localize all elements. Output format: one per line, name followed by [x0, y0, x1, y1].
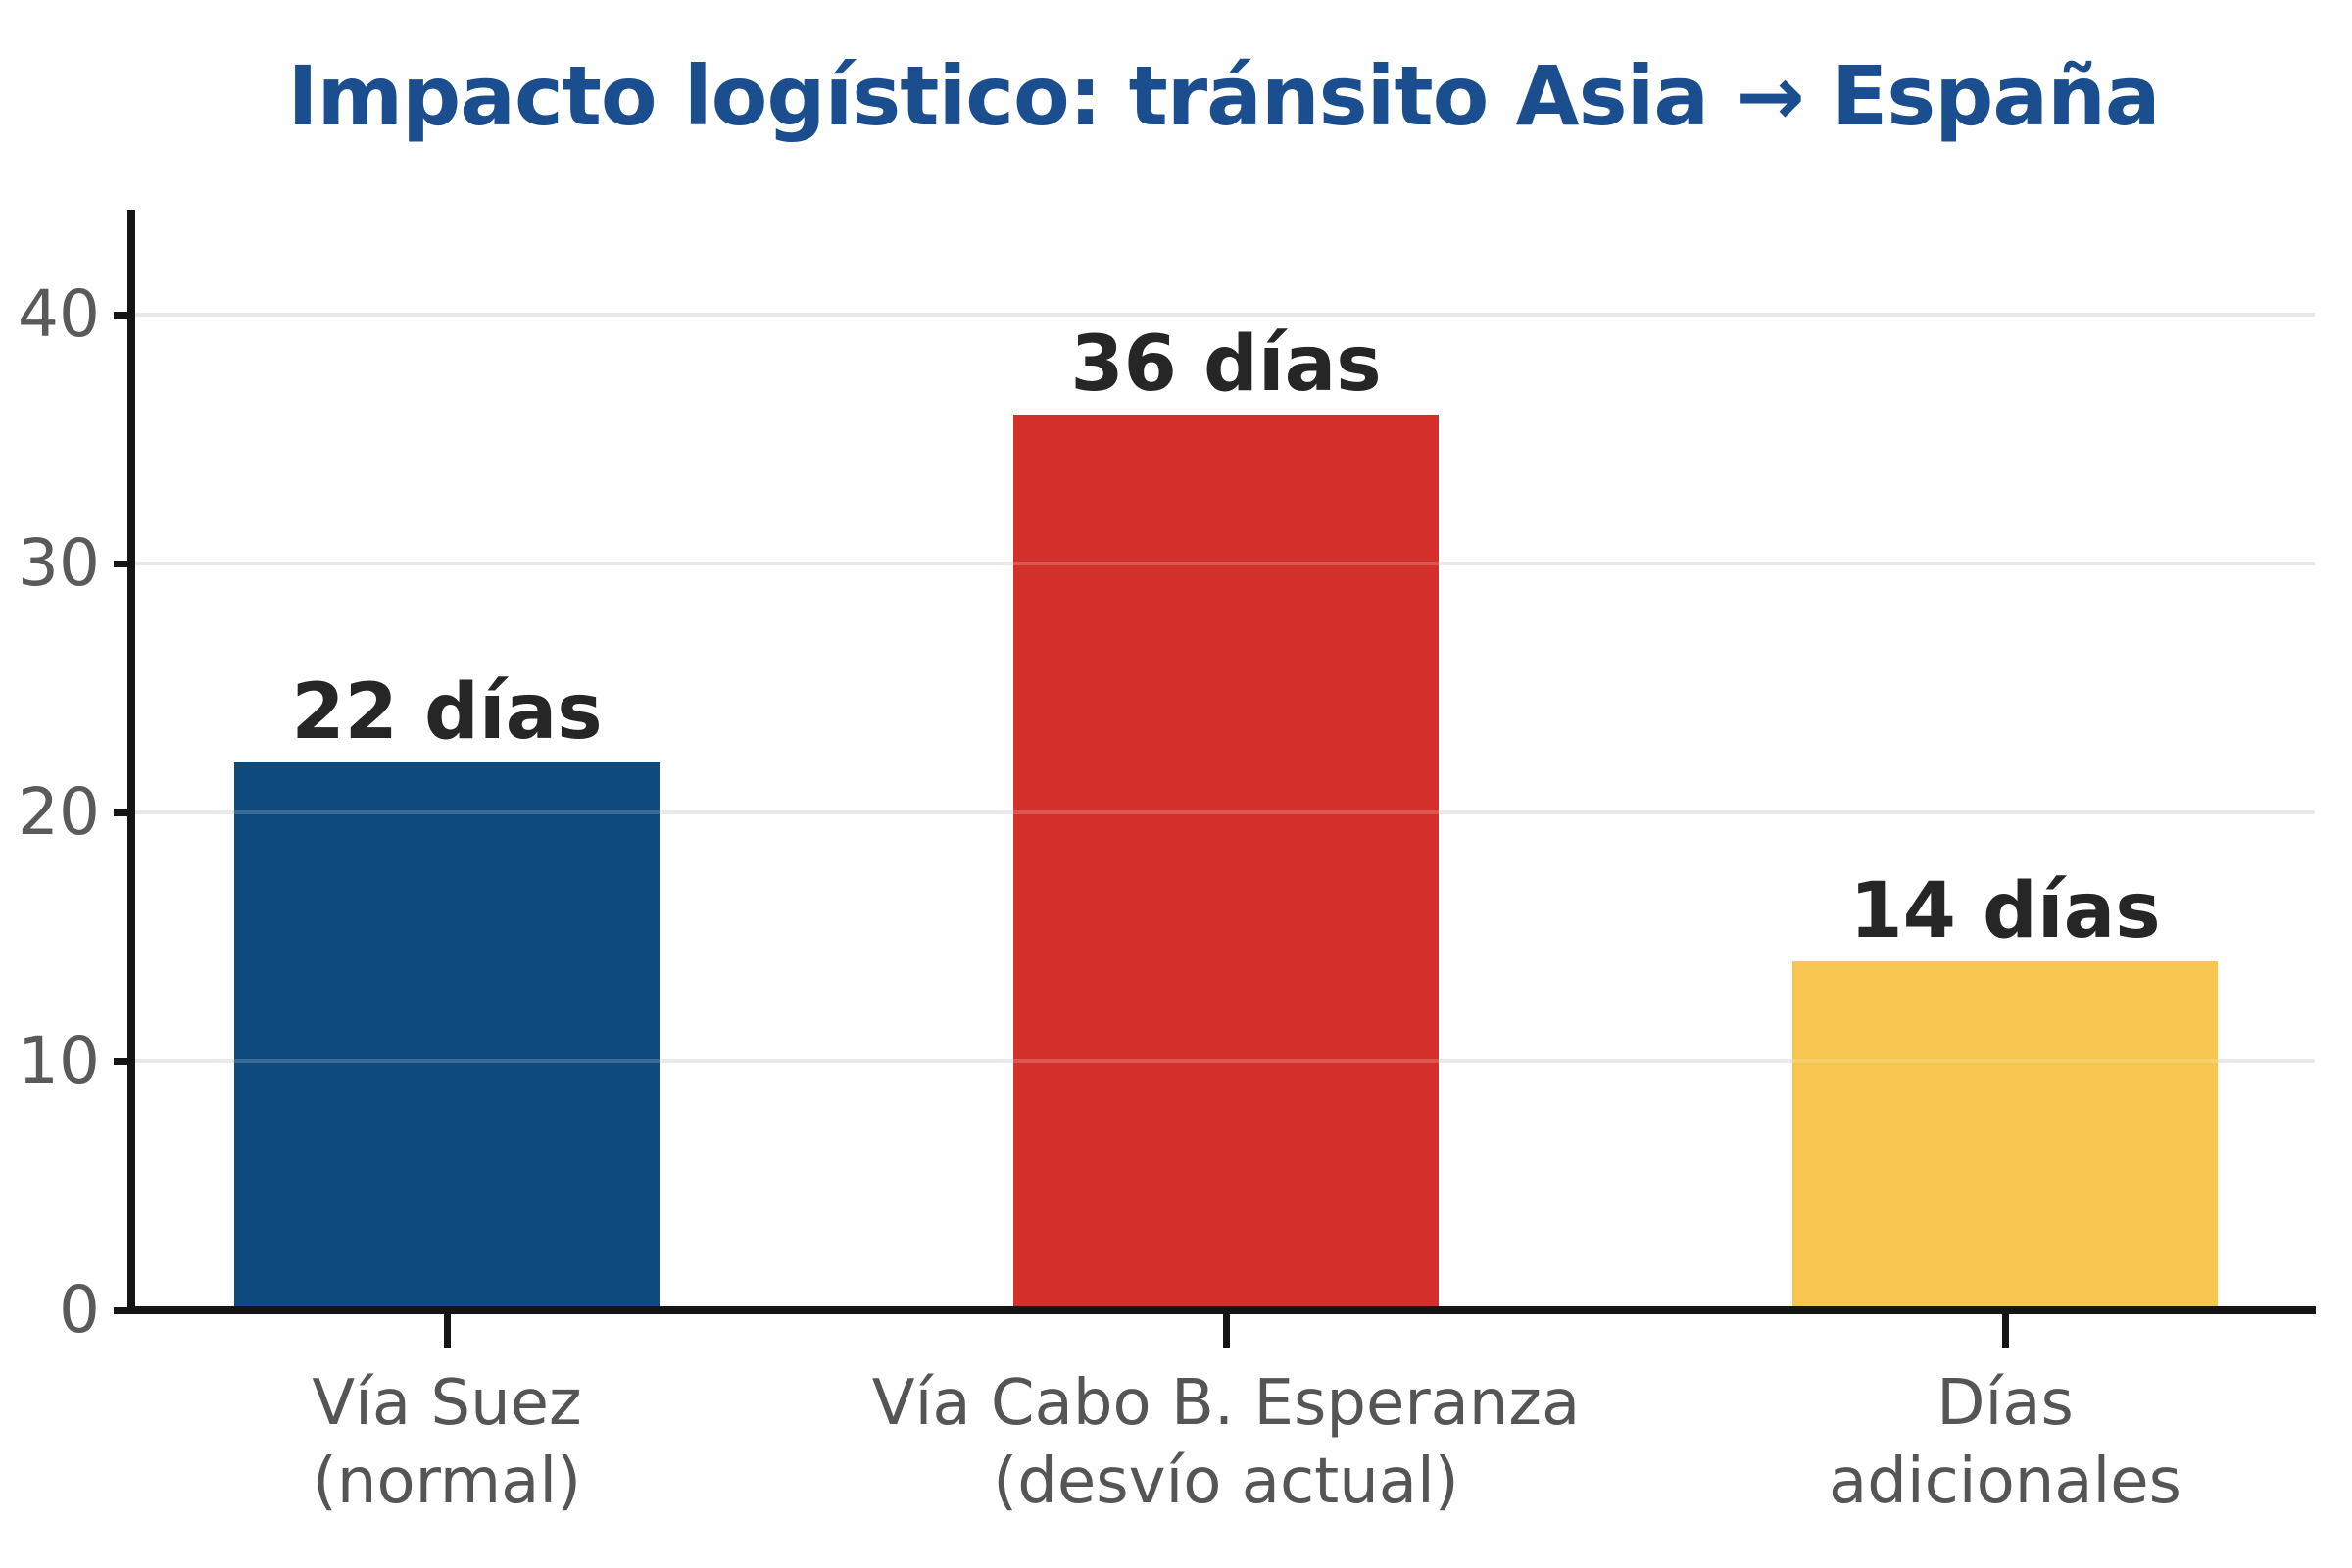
gridline-overlay [1013, 1059, 1439, 1063]
y-axis-tick [114, 560, 131, 567]
gridline-overlay [234, 1059, 660, 1063]
y-axis-tick-label: 30 [18, 525, 100, 601]
x-axis-category-label: Vía Suez (normal) [6, 1364, 888, 1521]
y-axis-tick-label: 10 [18, 1023, 100, 1099]
chart-title: Impacto logístico: tránsito Asia → Españ… [287, 48, 2160, 144]
gridline-overlay [234, 810, 660, 814]
bar-value-label: 36 días [1070, 319, 1382, 409]
bar [1792, 961, 2218, 1310]
x-axis-tick [443, 1314, 451, 1348]
category-label-line: (desvío actual) [993, 1446, 1459, 1518]
y-axis-tick-label: 40 [18, 276, 100, 352]
y-axis-tick [114, 311, 131, 318]
x-axis-line [127, 1306, 2316, 1314]
x-axis-category-label: Vía Cabo B. Esperanza (desvío actual) [785, 1364, 1667, 1521]
category-label-line: (normal) [312, 1446, 582, 1518]
category-label-line: Vía Suez [312, 1367, 582, 1440]
bar [234, 762, 660, 1310]
x-axis-tick [2001, 1314, 2009, 1348]
bar [1013, 414, 1439, 1310]
category-label-line: Vía Cabo B. Esperanza [871, 1367, 1581, 1440]
gridline-overlay [1013, 810, 1439, 814]
gridline-overlay [1792, 1059, 2218, 1063]
y-axis-tick-label: 20 [18, 774, 100, 850]
y-axis-tick [114, 1057, 131, 1065]
x-axis-tick [1222, 1314, 1230, 1348]
y-axis-line [127, 210, 135, 1314]
x-axis-category-label: Días adicionales [1564, 1364, 2352, 1521]
category-label-line: adicionales [1828, 1446, 2182, 1518]
bar-value-label: 14 días [1849, 867, 2161, 956]
gridline-overlay [1013, 562, 1439, 565]
y-axis-tick-label: 0 [59, 1272, 100, 1348]
category-label-line: Días [1936, 1367, 2074, 1440]
gridline [135, 313, 2315, 317]
bar-value-label: 22 días [291, 668, 603, 758]
y-axis-tick [114, 808, 131, 816]
y-axis-tick [114, 1306, 131, 1314]
